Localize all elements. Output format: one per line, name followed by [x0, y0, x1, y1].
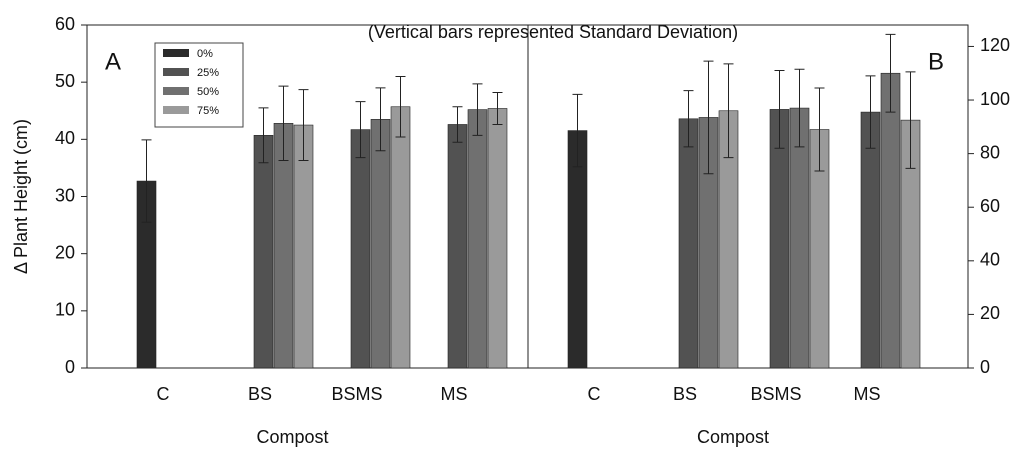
x-tick-label: BS [248, 384, 272, 404]
chart-title: (Vertical bars represented Standard Devi… [368, 22, 738, 42]
x-tick-label: BS [673, 384, 697, 404]
legend-label: 25% [197, 67, 219, 79]
y-tick-label: 10 [55, 300, 75, 320]
bar [860, 111, 881, 369]
y-tick-label: 80 [980, 142, 1000, 162]
y-tick-label: 30 [55, 185, 75, 205]
legend-label: 0% [197, 48, 213, 60]
error-bar [258, 107, 269, 164]
bar [293, 124, 314, 369]
error-bar [794, 68, 805, 148]
x-axis-label: Compost [697, 427, 769, 447]
error-bar [298, 89, 309, 161]
y-tick-label: 120 [980, 35, 1010, 55]
legend-swatch [163, 68, 189, 76]
bar [370, 119, 391, 369]
plot-frame [527, 24, 969, 369]
error-bar [452, 106, 463, 143]
x-tick-label: MS [854, 384, 881, 404]
legend-label: 75% [197, 105, 219, 117]
y-tick-label: 50 [55, 71, 75, 91]
bar [487, 108, 508, 369]
error-bar [885, 33, 896, 113]
legend-swatch [163, 87, 189, 95]
error-bar [492, 91, 503, 125]
bar [880, 72, 901, 369]
error-bar [703, 60, 714, 175]
x-tick-label: C [588, 384, 601, 404]
bar [390, 106, 411, 369]
y-tick-label: 40 [980, 250, 1000, 270]
legend-label: 50% [197, 86, 219, 98]
y-tick-label: 100 [980, 89, 1010, 109]
bar [350, 129, 371, 369]
bar [678, 118, 699, 369]
error-bar [865, 75, 876, 149]
x-tick-label: BSMS [331, 384, 382, 404]
y-tick-label: 40 [55, 128, 75, 148]
y-tick-label: 0 [65, 357, 75, 377]
error-bar [375, 87, 386, 152]
y-tick-label: 20 [55, 242, 75, 262]
y-axis-label: Δ Plant Height (cm) [11, 119, 31, 274]
x-axis-label: Compost [256, 427, 328, 447]
error-bar [905, 71, 916, 169]
error-bar [774, 70, 785, 149]
error-bar [572, 93, 583, 168]
error-bar [683, 90, 694, 148]
error-bar [141, 139, 152, 223]
panel-label: A [105, 48, 121, 75]
bar [447, 124, 468, 369]
error-bar [355, 101, 366, 159]
x-tick-label: MS [441, 384, 468, 404]
y-tick-label: 60 [980, 196, 1000, 216]
x-tick-label: C [157, 384, 170, 404]
panel-label: B [928, 48, 944, 75]
y-tick-label: 60 [55, 14, 75, 34]
bar [467, 109, 488, 369]
error-bar [278, 85, 289, 161]
y-tick-label: 0 [980, 357, 990, 377]
error-bar [814, 87, 825, 172]
error-bar [395, 75, 406, 138]
y-tick-label: 20 [980, 303, 1000, 323]
x-tick-label: BSMS [750, 384, 801, 404]
legend-swatch [163, 106, 189, 114]
error-bar [472, 83, 483, 136]
bar [253, 135, 274, 369]
legend-swatch [163, 49, 189, 57]
error-bar [723, 63, 734, 159]
